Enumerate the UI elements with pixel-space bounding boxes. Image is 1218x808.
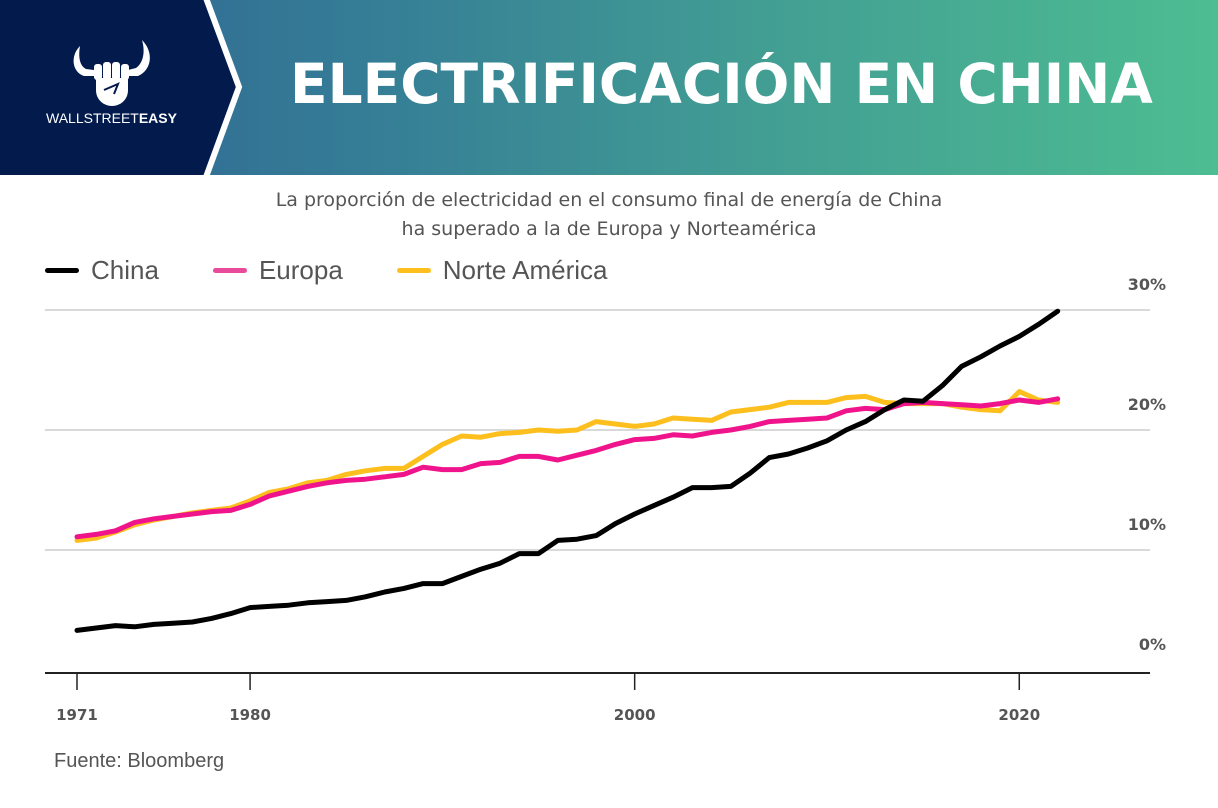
series-line-norte-america xyxy=(74,389,1061,543)
legend-label-norte-america: Norte América xyxy=(442,254,608,285)
chart-subtitle: La proporción de electricidad en el cons… xyxy=(0,186,1218,244)
gridlines xyxy=(45,309,1150,551)
legend-swatch-norte-america xyxy=(396,267,431,273)
series-lines xyxy=(74,308,1061,633)
legend-swatch-china xyxy=(45,267,79,273)
subtitle-line-2: ha superado a la de Europa y Norteaméric… xyxy=(401,218,817,240)
y-tick-label: 20% xyxy=(1128,395,1166,414)
x-tick-label: 1980 xyxy=(229,706,271,724)
chart-legend: China Europa Norte América xyxy=(45,252,662,288)
source-note: Fuente: Bloomberg xyxy=(54,750,225,772)
legend-item-norte-america[interactable]: Norte América xyxy=(396,254,608,286)
brand-name-light: WALLSTREET xyxy=(46,110,139,126)
header-banner: WALLSTREETEASY ELECTRIFICACIÓN EN CHINA xyxy=(0,0,1218,175)
x-tick-label: 2020 xyxy=(998,706,1040,724)
chevron-divider xyxy=(203,0,243,175)
legend-item-europa[interactable]: Europa xyxy=(212,254,343,286)
legend-label-china: China xyxy=(91,254,159,285)
y-tick-label: 30% xyxy=(1128,275,1166,294)
x-tick-label: 1971 xyxy=(56,706,98,724)
series-line-china xyxy=(74,308,1061,633)
brand-logo[interactable]: WALLSTREETEASY xyxy=(46,38,177,126)
x-tick-label: 2000 xyxy=(614,706,656,724)
legend-label-europa: Europa xyxy=(258,254,343,285)
legend-item-china[interactable]: China xyxy=(45,255,159,286)
series-line-europa xyxy=(74,396,1061,540)
y-tick-label: 10% xyxy=(1128,515,1166,534)
brand-name: WALLSTREETEASY xyxy=(46,110,177,126)
brand-name-bold: EASY xyxy=(138,110,177,126)
page-title: ELECTRIFICACIÓN EN CHINA xyxy=(290,52,1153,116)
legend-swatch-europa xyxy=(212,267,247,273)
y-tick-label: 0% xyxy=(1139,635,1166,654)
y-axis: 0% 10% 20% 30% xyxy=(1128,275,1166,654)
x-axis: 1971 1980 2000 2020 xyxy=(45,672,1150,724)
bull-fist-icon xyxy=(73,40,150,106)
subtitle-line-1: La proporción de electricidad en el cons… xyxy=(275,189,943,211)
